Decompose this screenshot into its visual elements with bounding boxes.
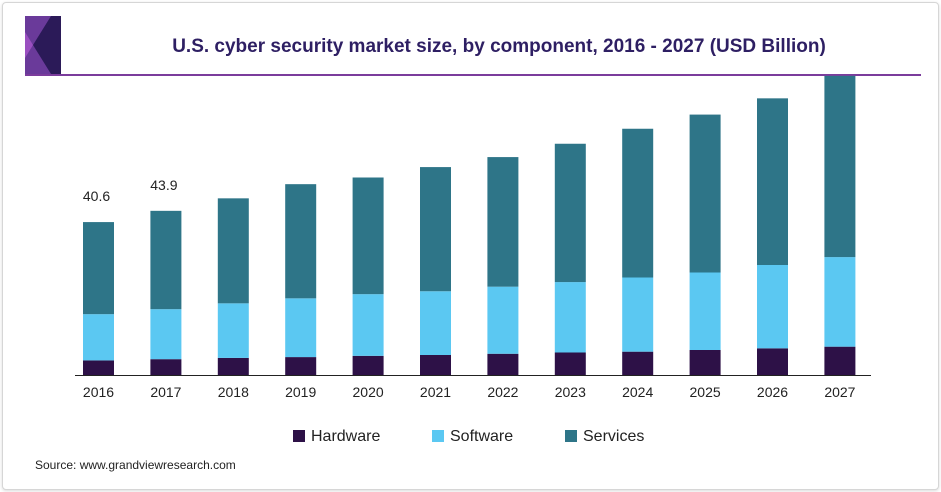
chart-title: U.S. cyber security market size, by comp… [172,36,826,57]
bar-services-2016 [83,222,114,315]
bar-software-2018 [217,303,249,358]
bar-hardware-2025 [689,350,721,375]
x-tick-label-2026: 2026 [757,384,788,400]
x-tick-label-2023: 2023 [555,384,586,400]
bar-software-2026 [757,265,788,349]
bar-services-2024 [622,128,654,278]
x-tick-label-2024: 2024 [622,384,653,400]
bar-services-2018 [217,198,249,304]
bar-software-2019 [285,298,317,358]
bar-hardware-2026 [757,348,788,375]
bar-software-2022 [487,286,519,354]
bar-software-2027 [824,257,856,347]
bar-services-2020 [352,177,384,295]
bar-hardware-2022 [487,353,519,375]
legend-label-software: Software [450,428,513,445]
bar-services-2023 [554,143,586,283]
bar-software-2025 [689,272,721,350]
legend-swatch-services [565,430,577,442]
legend-swatch-software [432,430,444,442]
bar-hardware-2016 [83,360,114,375]
bar-hardware-2027 [824,346,856,375]
source-note: Source: www.grandviewresearch.com [35,458,236,472]
bar-software-2020 [352,294,384,356]
data-label-2017: 43.9 [150,177,177,193]
bar-hardware-2020 [352,355,384,375]
bar-software-2017 [150,309,182,360]
x-tick-label-2022: 2022 [487,384,518,400]
title-divider [25,74,921,76]
bar-services-2022 [487,157,519,287]
bar-software-2024 [622,277,654,352]
x-tick-label-2018: 2018 [218,384,249,400]
bar-hardware-2018 [217,357,249,375]
x-tick-label-2017: 2017 [150,384,181,400]
brand-logo [25,16,61,74]
x-tick-label-2027: 2027 [824,384,855,400]
bar-software-2021 [420,291,451,355]
bar-hardware-2017 [150,359,182,375]
bar-hardware-2021 [420,355,451,375]
x-tick-label-2021: 2021 [420,384,451,400]
bar-hardware-2023 [554,352,586,375]
x-tick-label-2020: 2020 [353,384,384,400]
bar-software-2023 [554,282,586,353]
x-tick-label-2016: 2016 [83,384,114,400]
x-tick-label-2025: 2025 [690,384,721,400]
bar-hardware-2024 [622,351,654,375]
bar-services-2017 [150,210,182,310]
bar-hardware-2019 [285,357,317,375]
logo-accent [25,32,33,58]
logo-chevron [25,16,51,74]
bar-services-2026 [757,98,788,265]
bar-software-2016 [83,314,114,361]
legend-swatch-hardware [293,430,305,442]
x-tick-label-2019: 2019 [285,384,316,400]
legend-label-services: Services [583,428,644,445]
bar-services-2027 [824,75,856,258]
stacked-bar-chart: 2016 2017 2018 2019 2020 2021 2022 2023 2024 2025… [75,75,871,445]
bar-services-2021 [420,167,451,292]
legend-label-hardware: Hardware [311,428,380,445]
data-label-2016: 40.6 [83,188,110,204]
bar-services-2025 [689,114,721,273]
bar-services-2019 [285,184,317,299]
